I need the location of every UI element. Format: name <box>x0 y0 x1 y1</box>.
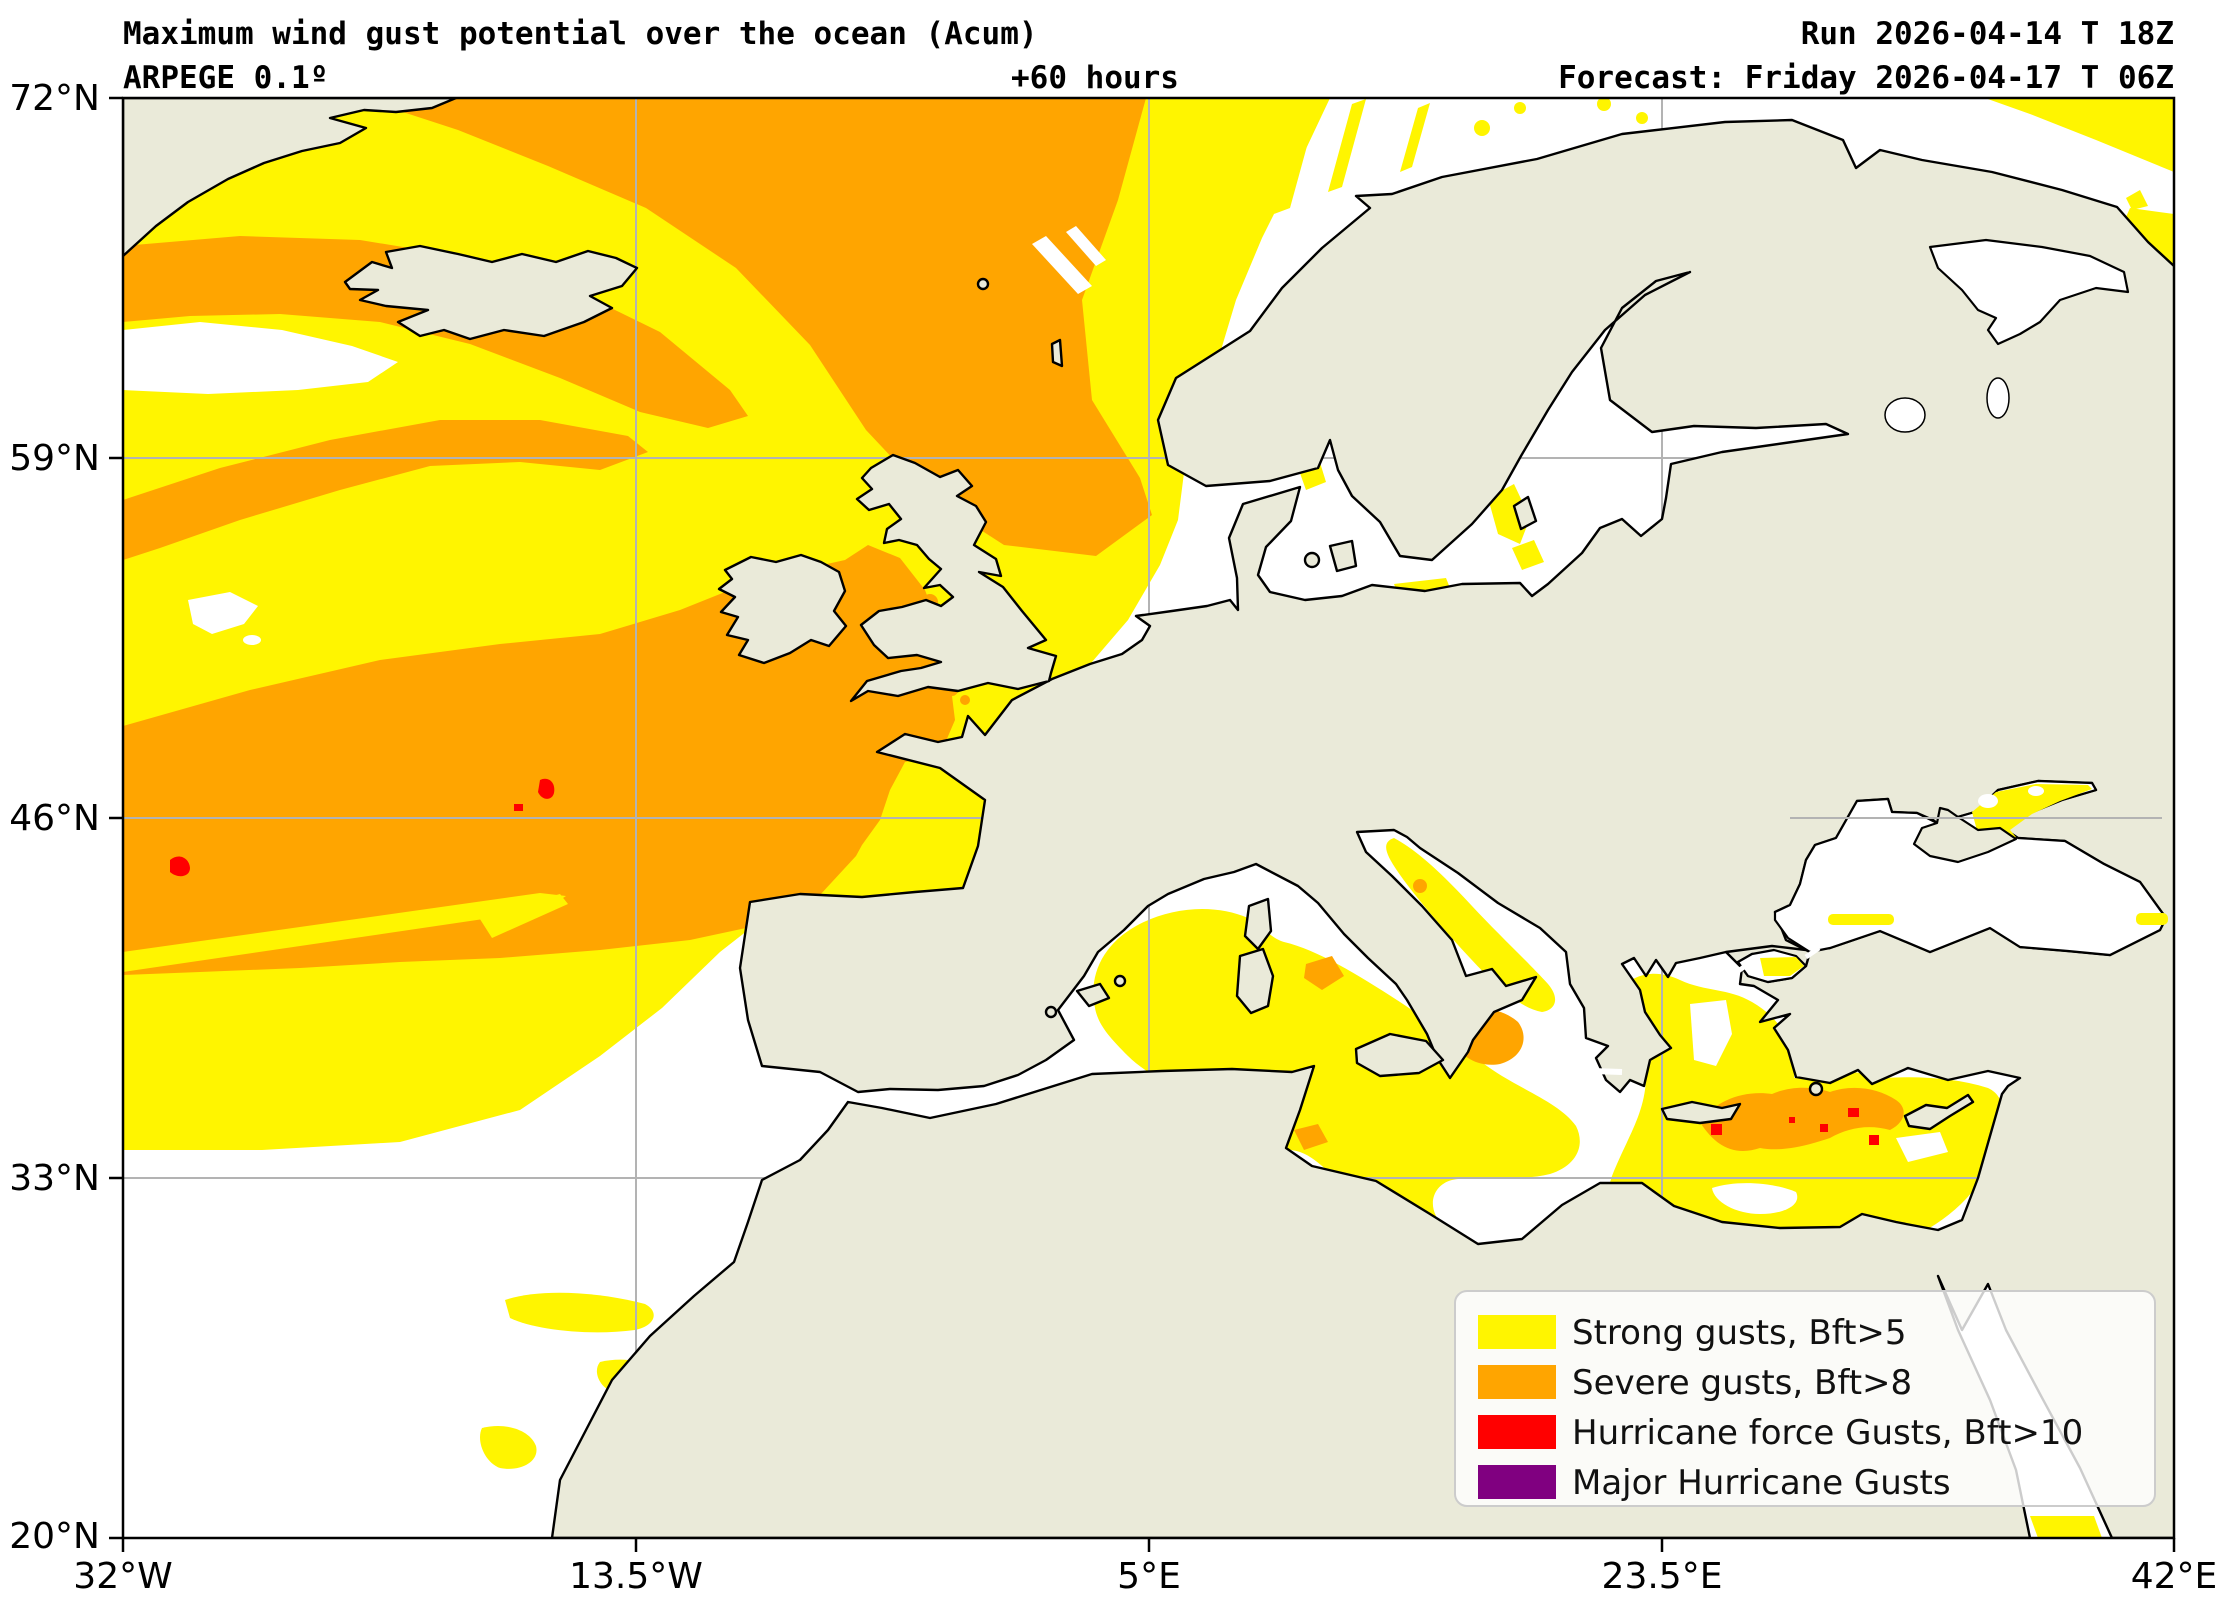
gust-strong-streaks <box>123 893 568 972</box>
legend-swatch-severe <box>1478 1365 1556 1399</box>
island-cyprus <box>1903 1093 1975 1131</box>
calm-white-holes <box>123 226 1948 1214</box>
island-sicily <box>1354 1032 1445 1078</box>
legend-box <box>1454 1290 2156 1507</box>
x-tick-5e: 5°E <box>1117 1556 1181 1597</box>
island-crete <box>1660 1100 1742 1125</box>
y-tick-46n: 46°N <box>9 798 100 839</box>
coastline-greenland <box>123 98 458 258</box>
straits <box>850 945 1821 1100</box>
legend-swatch-strong <box>1478 1315 1556 1349</box>
island-zealand <box>1328 539 1358 573</box>
legend-label-severe: Severe gusts, Bft>8 <box>1572 1363 1912 1403</box>
island-mallorca <box>1075 982 1111 1008</box>
x-tick-23-5e: 23.5°E <box>1602 1556 1723 1597</box>
strait-bosphorus <box>1804 945 1821 960</box>
island-gotland <box>1512 495 1538 531</box>
forecast-label: Forecast: Friday 2026-04-17 T 06Z <box>1558 60 2174 96</box>
legend-item-major-hurricane: Major Hurricane Gusts <box>1478 1463 1951 1503</box>
gust-layer-hurricane <box>170 778 1879 1145</box>
y-tick-59n: 59°N <box>9 438 100 479</box>
model-label: ARPEGE 0.1º <box>123 60 328 96</box>
lake-ladoga <box>1884 397 1926 433</box>
coastline-great-britain <box>849 453 1058 703</box>
coastline-ireland <box>717 553 848 665</box>
lead-time-label: +60 hours <box>1011 60 1179 96</box>
gulf-of-corinth <box>1561 1067 1623 1075</box>
white-sea <box>1928 238 2130 346</box>
island-rhodes <box>1808 1081 1824 1097</box>
island-shetland <box>1050 338 1064 368</box>
island-corsica <box>1243 897 1273 951</box>
land-layer <box>123 98 2174 1538</box>
plot-area <box>123 98 2174 1538</box>
strait-dardanelles <box>1729 964 1746 979</box>
y-tick-72n: 72°N <box>9 78 100 119</box>
island-fyn <box>1303 551 1321 569</box>
island-ibiza <box>1044 1005 1058 1019</box>
legend-swatch-major-hurricane <box>1478 1465 1556 1499</box>
island-sardinia <box>1235 947 1275 1015</box>
map-title: Maximum wind gust potential over the oce… <box>123 16 1038 52</box>
legend: Strong gusts, Bft>5 Severe gusts, Bft>8 … <box>1454 1290 2156 1507</box>
x-axis-labels: 32°W 13.5°W 5°E 23.5°E 42°E <box>73 1556 2217 1597</box>
legend-label-hurricane: Hurricane force Gusts, Bft>10 <box>1572 1413 2083 1453</box>
coastline-eurafrica <box>550 118 2174 1538</box>
y-tick-33n: 33°N <box>9 1158 100 1199</box>
island-faroe <box>976 277 990 291</box>
coastline-iceland <box>343 244 639 341</box>
x-tick-32w: 32°W <box>73 1556 172 1597</box>
y-tick-20n: 20°N <box>9 1516 100 1557</box>
legend-swatch-hurricane <box>1478 1415 1556 1449</box>
legend-item-severe: Severe gusts, Bft>8 <box>1478 1363 1912 1403</box>
x-tick-13-5w: 13.5°W <box>569 1556 703 1597</box>
y-axis-labels: 72°N 59°N 46°N 33°N 20°N <box>9 78 100 1557</box>
run-label: Run 2026-04-14 T 18Z <box>1801 16 2174 52</box>
lake-onega <box>1986 377 2010 419</box>
azov-calm-holes <box>1978 786 2044 808</box>
island-menorca <box>1113 974 1127 988</box>
legend-item-hurricane: Hurricane force Gusts, Bft>10 <box>1478 1413 2083 1453</box>
x-tick-42e: 42°E <box>2131 1556 2218 1597</box>
legend-label-major-hurricane: Major Hurricane Gusts <box>1572 1463 1951 1503</box>
legend-item-strong: Strong gusts, Bft>5 <box>1478 1313 1907 1353</box>
axis-ticks <box>109 96 2176 1552</box>
legend-label-strong: Strong gusts, Bft>5 <box>1572 1313 1907 1353</box>
